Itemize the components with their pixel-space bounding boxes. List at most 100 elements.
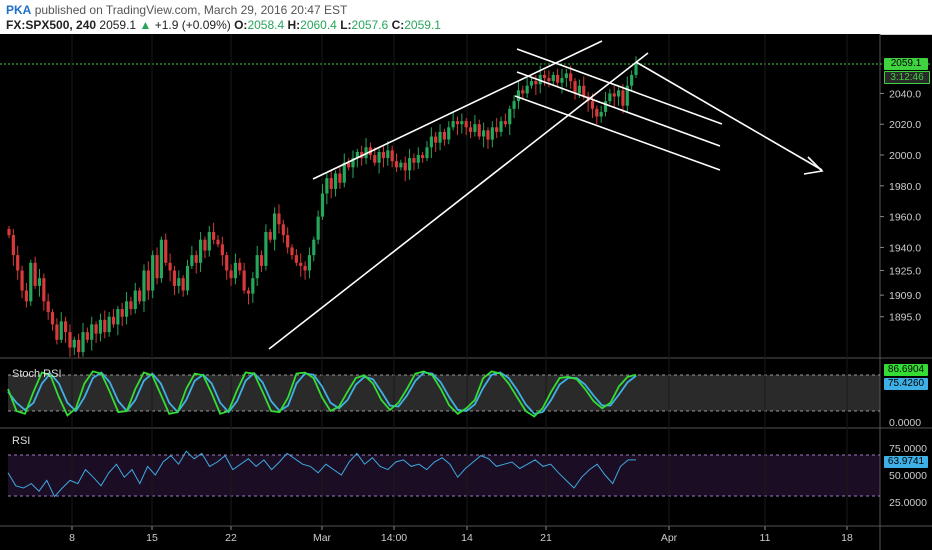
candle-body: [320, 193, 325, 217]
rsi-band-fill: [8, 455, 880, 496]
candle-body: [203, 239, 207, 251]
candle-body: [133, 290, 137, 310]
trend-drawings[interactable]: [268, 40, 824, 350]
candle-body: [421, 155, 425, 159]
candle-body: [16, 255, 20, 271]
price-chart-canvas[interactable]: 2040.0 2020.0 2000.0 1980.0 1960.0 1940.0 1925…: [0, 34, 932, 550]
candle-body: [547, 78, 551, 82]
stoch-axis[interactable]: 0.0000: [889, 417, 921, 429]
candle-body: [573, 81, 577, 94]
time-tick-label: 14: [461, 532, 473, 544]
candle-body: [351, 158, 355, 168]
wedge-lower-line[interactable]: [268, 52, 649, 350]
candle-body: [503, 121, 507, 125]
candle-body: [281, 224, 285, 236]
candle-body: [569, 73, 573, 82]
candle-body: [255, 255, 259, 279]
price-tick-label: 2000.0: [889, 150, 921, 162]
candle-body: [116, 309, 120, 325]
candle-body: [333, 173, 338, 189]
candle-body: [233, 262, 238, 279]
candle-body: [20, 270, 24, 291]
candle-body: [399, 162, 403, 168]
candle-body: [242, 270, 246, 291]
price-tick-label: 1925.0: [889, 266, 921, 278]
candle-body: [460, 121, 464, 125]
time-tick-label: 18: [841, 532, 853, 544]
open-value: 2058.4: [247, 18, 285, 32]
candle-body: [229, 270, 233, 279]
projection-arrow-line[interactable]: [635, 61, 823, 171]
projection-arrow-icon[interactable]: [803, 156, 824, 175]
time-tick-label: 21: [540, 532, 552, 544]
low-value: 2057.6: [351, 18, 389, 32]
candle-body: [521, 90, 525, 94]
candle-body: [294, 255, 298, 263]
candle-body: [7, 228, 11, 236]
chart-header: PKA published on TradingView.com, March …: [0, 0, 932, 35]
candle-body: [72, 339, 76, 348]
candle-body: [59, 321, 63, 340]
price-pane[interactable]: [0, 34, 880, 357]
candle-body: [634, 64, 638, 75]
candle-body: [111, 316, 116, 325]
candle-body: [625, 85, 629, 106]
candle-body: [85, 332, 89, 340]
rsi-axis[interactable]: 75.0000 50.0000 25.0000: [889, 443, 927, 509]
time-axis[interactable]: 8 15 22 Mar 14:00 14 21 Apr 11 18: [69, 526, 853, 544]
candle-body: [50, 312, 55, 325]
candle-body: [342, 162, 346, 183]
time-tick-label: 15: [146, 532, 158, 544]
candle-body: [412, 158, 416, 163]
candle-body: [608, 93, 612, 102]
candle-body: [403, 162, 407, 171]
candle-body: [120, 309, 124, 317]
rsi-tick-label: 75.0000: [889, 443, 927, 455]
channel-line-2[interactable]: [516, 71, 721, 147]
candle-body: [307, 255, 312, 271]
candle-body: [599, 111, 603, 117]
candle-body: [495, 127, 499, 132]
candle-body: [190, 255, 194, 266]
candle-body: [177, 278, 181, 286]
wedge-upper-line[interactable]: [312, 40, 603, 180]
candle-body: [124, 301, 129, 317]
price-tick-label: 1960.0: [889, 212, 921, 224]
candle-body: [551, 74, 555, 82]
candle-body: [64, 321, 68, 333]
candle-series: [7, 56, 638, 359]
candle-body: [37, 278, 42, 286]
candle-body: [560, 78, 564, 83]
candle-body: [425, 147, 429, 159]
price-tick-label: 2020.0: [889, 119, 921, 131]
stoch-panel-label: Stoch RSI: [12, 368, 62, 380]
candle-body: [316, 216, 320, 240]
candle-body: [129, 301, 133, 310]
candle-body: [564, 73, 568, 79]
candle-body: [94, 324, 98, 334]
price-tick-label: 2040.0: [889, 88, 921, 100]
candle-body: [286, 235, 290, 248]
candle-body: [386, 150, 390, 159]
candle-body: [603, 101, 608, 112]
candle-body: [390, 150, 394, 162]
candle-body: [42, 278, 46, 302]
time-tick-label: 11: [760, 532, 771, 544]
symbol-label[interactable]: FX:SPX500, 240: [6, 18, 97, 32]
candle-body: [347, 162, 351, 168]
candle-body: [464, 121, 468, 128]
candle-body: [381, 151, 386, 159]
candle-body: [142, 270, 146, 302]
channel-line-1[interactable]: [516, 48, 723, 125]
author-name[interactable]: PKA: [6, 3, 32, 17]
candle-body: [364, 147, 368, 159]
ohlc-line: FX:SPX500, 240 2059.1 ▲ +1.9 (+0.09%) O:…: [6, 18, 441, 32]
candle-body: [24, 290, 29, 302]
candle-body: [198, 239, 203, 263]
channel-line-3[interactable]: [514, 95, 721, 171]
price-axis[interactable]: 2040.0 2020.0 2000.0 1980.0 1960.0 1940.0 1925…: [880, 88, 921, 324]
candle-body: [312, 239, 316, 256]
candle-body: [259, 255, 264, 266]
candle-body: [11, 235, 15, 256]
